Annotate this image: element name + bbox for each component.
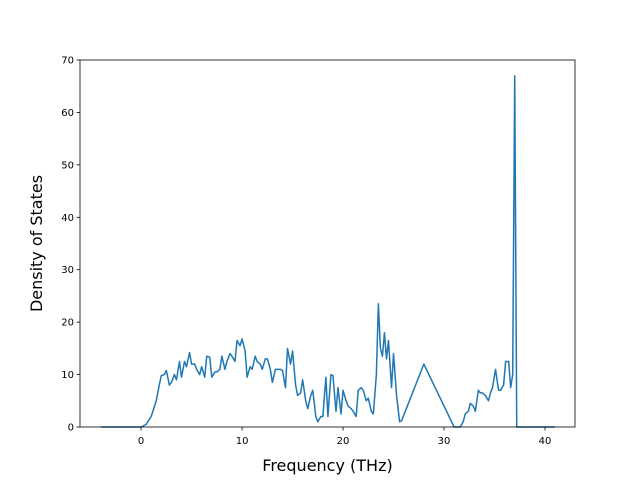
y-tick-label: 70 — [61, 56, 74, 67]
y-tick-label: 10 — [61, 370, 74, 381]
y-tick-label: 30 — [61, 265, 74, 276]
y-tick-label: 20 — [61, 318, 74, 329]
x-tick-label: 0 — [138, 436, 144, 447]
x-tick-label: 40 — [539, 436, 552, 447]
y-tick-label: 40 — [61, 213, 74, 224]
y-axis-label: Density of States — [27, 175, 46, 312]
x-tick-label: 30 — [438, 436, 451, 447]
x-tick-label: 20 — [337, 436, 350, 447]
y-tick-label: 0 — [68, 423, 74, 434]
x-tick-label: 10 — [236, 436, 249, 447]
y-tick-label: 60 — [61, 108, 74, 119]
data-line — [100, 74, 556, 428]
x-axis-label: Frequency (THz) — [262, 456, 392, 475]
axes-frame — [79, 59, 576, 428]
y-tick-label: 50 — [61, 160, 74, 171]
